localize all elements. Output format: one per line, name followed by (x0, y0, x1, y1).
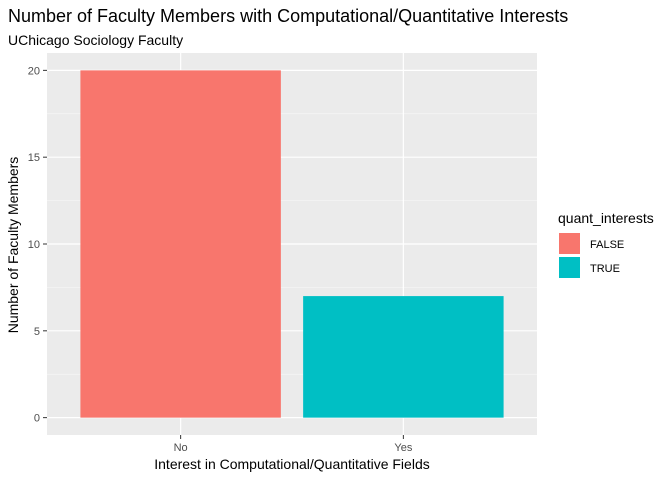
y-tick-label: 10 (28, 239, 40, 251)
chart-subtitle: UChicago Sociology Faculty (8, 32, 183, 48)
legend-swatch-true (559, 257, 580, 278)
x-tick-label: Yes (394, 442, 412, 454)
chart-title: Number of Faculty Members with Computati… (8, 6, 568, 26)
x-tick-label: No (174, 442, 188, 454)
y-axis-title: Number of Faculty Members (5, 157, 21, 334)
y-axis: 0 5 10 15 20 (28, 65, 47, 425)
y-tick-label: 5 (34, 326, 40, 338)
legend: quant_interests FALSE TRUE (558, 210, 654, 278)
y-tick-label: 0 (34, 413, 40, 425)
bars (80, 70, 504, 418)
legend-label-true: TRUE (590, 263, 620, 275)
bar-yes (303, 296, 504, 418)
legend-swatch-false (559, 233, 580, 254)
x-axis: No Yes (174, 435, 413, 454)
y-tick-label: 20 (28, 65, 40, 77)
bar-no (80, 70, 281, 418)
legend-label-false: FALSE (590, 239, 624, 251)
x-axis-title: Interest in Computational/Quantitative F… (154, 456, 429, 472)
y-tick-label: 15 (28, 152, 40, 164)
legend-title: quant_interests (558, 210, 654, 226)
